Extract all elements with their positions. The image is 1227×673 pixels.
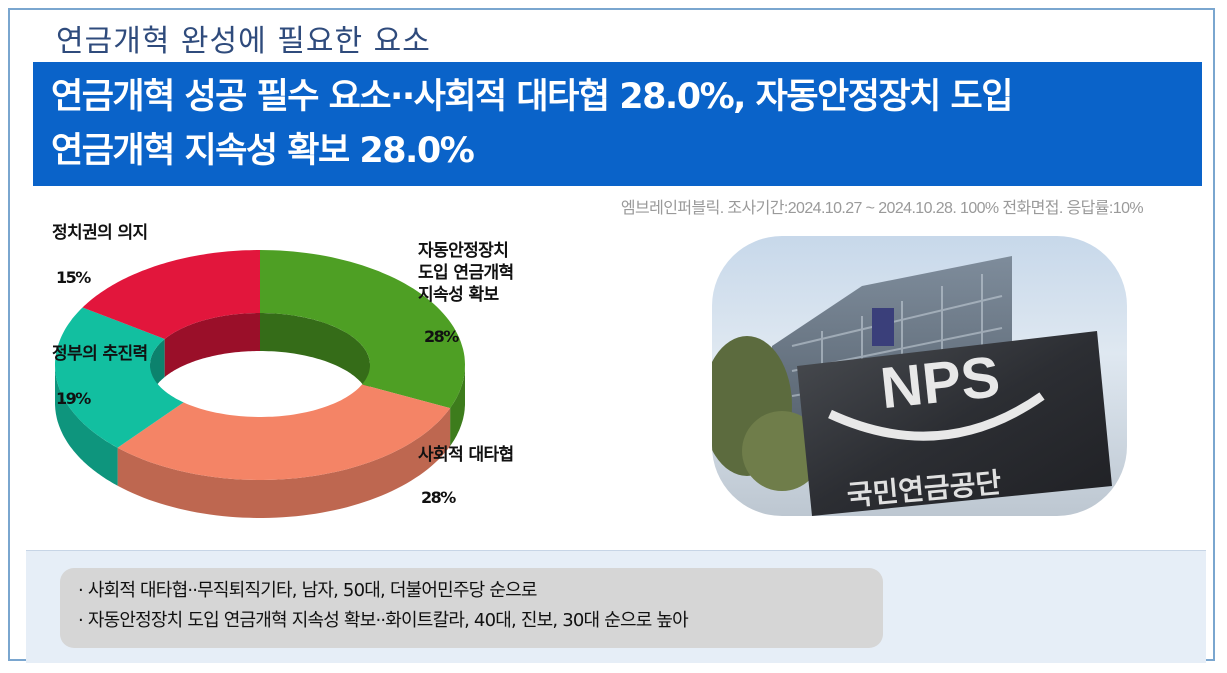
slice-pct-political-will: 15% (56, 268, 91, 287)
headline-line-2: 연금개혁 지속성 확보 28.0% (51, 131, 475, 171)
donut-slice-2 (55, 307, 184, 448)
slice-label-auto-stabilizer: 자동안정장치 도입 연금개혁 지속성 확보 (418, 240, 514, 306)
donut-slice-3 (82, 250, 260, 339)
slice-pct-government-drive: 19% (56, 389, 91, 408)
sign-logo-swoosh (828, 392, 1045, 441)
note-line-2: · 자동안정장치 도입 연금개혁 지속성 확보··화이트칼라, 40대, 진보,… (78, 610, 689, 631)
donut-side-2 (55, 365, 118, 486)
slice-label-social-consensus: 사회적 대타협 (418, 444, 514, 466)
slice-label-political-will: 정치권의 의지 (52, 222, 148, 244)
stone-sign (797, 331, 1112, 516)
sign-logo-text: NPS (877, 344, 1002, 421)
donut-inner-wall-0-0 (260, 313, 370, 403)
slice-label-government-drive: 정부의 추진력 (52, 343, 148, 365)
donut-slice-1 (117, 384, 451, 480)
slice-pct-auto-stabilizer: 28% (424, 327, 459, 346)
slice-pct-social-consensus: 28% (421, 488, 456, 507)
source-note: 엠브레인퍼블릭. 조사기간:2024.10.27 ~ 2024.10.28. 1… (620, 200, 1144, 217)
donut-side-1 (117, 408, 451, 518)
note-line-1: · 사회적 대타협··무직퇴직기타, 남자, 50대, 더불어민주당 순으로 (78, 580, 537, 601)
headline-banner: 연금개혁 성공 필수 요소··사회적 대타협 28.0%, 자동안정장치 도입 … (33, 62, 1202, 186)
donut-chart (55, 250, 465, 518)
page-subtitle: 연금개혁 완성에 필요한 요소 (56, 24, 431, 59)
nps-building-photo: NPS 국민연금공단 (712, 236, 1127, 516)
slice-label-line: 사회적 대타협 (418, 445, 514, 465)
slice-label-line: 지속성 확보 (418, 285, 499, 305)
slice-label-line: 자동안정장치 (418, 241, 509, 261)
slice-label-line: 정부의 추진력 (52, 344, 148, 364)
slice-label-line: 정치권의 의지 (52, 223, 148, 243)
headline-line-1: 연금개혁 성공 필수 요소··사회적 대타협 28.0%, 자동안정장치 도입 (51, 77, 1013, 117)
tree-foliage (742, 411, 822, 491)
nps-photo-illustration: NPS 국민연금공단 (712, 256, 1112, 516)
donut-inner-wall-3-1 (164, 313, 260, 377)
donut-side-0 (450, 365, 465, 447)
slice-label-line: 도입 연금개혁 (418, 263, 514, 283)
notes-box: · 사회적 대타협··무직퇴직기타, 남자, 50대, 더불어민주당 순으로 ·… (60, 568, 883, 648)
donut-slice-0 (260, 250, 465, 409)
building-banner (872, 308, 894, 346)
